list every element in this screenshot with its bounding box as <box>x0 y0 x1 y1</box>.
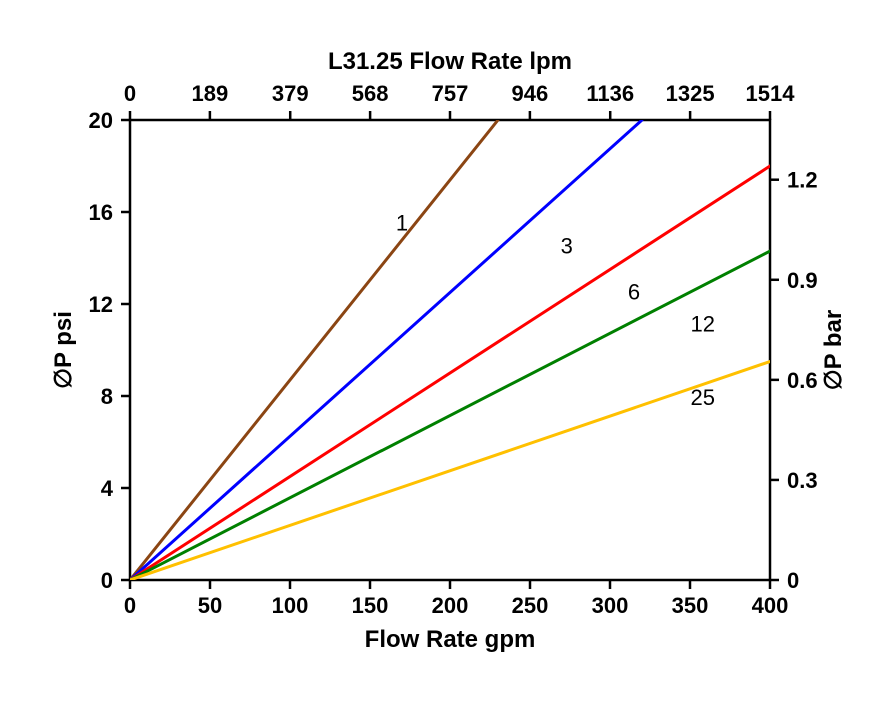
series-label: 12 <box>691 312 715 337</box>
y-right-axis-label: ∅P bar <box>820 310 847 391</box>
chart-svg: 050100150200250300350400Flow Rate gpm018… <box>0 0 886 702</box>
y-left-tick-label: 20 <box>89 108 113 133</box>
flow-rate-chart: 050100150200250300350400Flow Rate gpm018… <box>0 0 886 702</box>
x-bottom-tick-label: 0 <box>124 593 136 618</box>
y-left-axis-label: ∅P psi <box>50 311 77 389</box>
series-label: 25 <box>691 385 715 410</box>
series-label: 1 <box>396 210 408 235</box>
y-left-tick-label: 0 <box>101 568 113 593</box>
x-top-tick-label: 0 <box>124 81 136 106</box>
x-top-tick-label: 568 <box>352 81 389 106</box>
y-right-tick-label: 0.9 <box>787 268 818 293</box>
x-bottom-tick-label: 400 <box>752 593 789 618</box>
x-bottom-tick-label: 350 <box>672 593 709 618</box>
y-right-tick-label: 0.6 <box>787 368 818 393</box>
x-top-tick-label: 379 <box>272 81 309 106</box>
x-top-tick-label: 1325 <box>666 81 715 106</box>
series-label: 6 <box>628 279 640 304</box>
x-top-tick-label: 1136 <box>586 81 634 106</box>
y-left-tick-label: 16 <box>89 200 113 225</box>
x-top-tick-label: 946 <box>512 81 549 106</box>
y-left-tick-label: 12 <box>89 292 113 317</box>
x-bottom-tick-label: 100 <box>272 593 309 618</box>
series-line <box>130 120 642 580</box>
y-right-tick-label: 1.2 <box>787 168 818 193</box>
y-right-tick-label: 0 <box>787 568 799 593</box>
x-top-tick-label: 757 <box>432 81 469 106</box>
x-bottom-tick-label: 150 <box>352 593 389 618</box>
series-line <box>130 120 498 580</box>
x-bottom-axis-label: Flow Rate gpm <box>365 626 536 653</box>
x-bottom-tick-label: 300 <box>592 593 629 618</box>
series-line <box>130 362 770 581</box>
y-left-tick-label: 8 <box>101 384 113 409</box>
y-left-tick-label: 4 <box>101 476 114 501</box>
x-bottom-tick-label: 200 <box>432 593 469 618</box>
y-right-tick-label: 0.3 <box>787 468 818 493</box>
x-top-tick-label: 1514 <box>746 81 796 106</box>
x-top-tick-label: 189 <box>192 81 229 106</box>
x-bottom-tick-label: 50 <box>198 593 222 618</box>
series-label: 3 <box>561 233 573 258</box>
x-bottom-tick-label: 250 <box>512 593 549 618</box>
series-line <box>130 166 770 580</box>
x-top-axis-label: L31.25 Flow Rate lpm <box>328 48 572 75</box>
series-line <box>130 251 770 580</box>
